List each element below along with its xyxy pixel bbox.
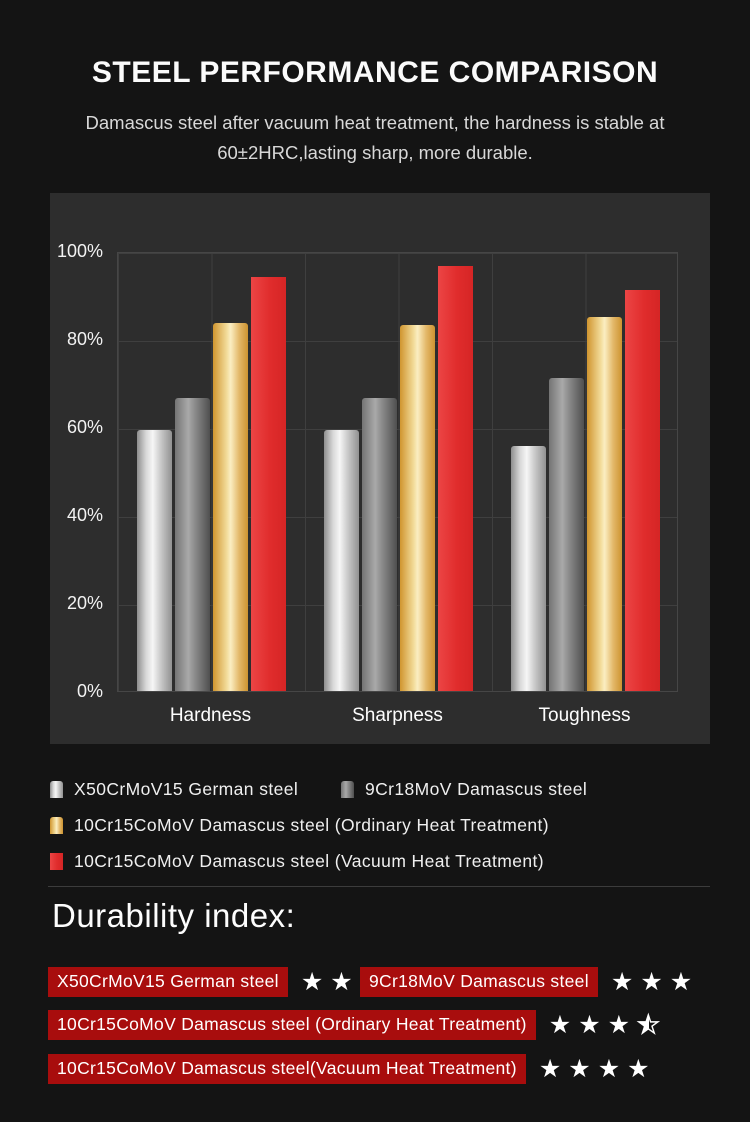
legend-row-3: 10Cr15CoMoV Damascus steel (Vacuum Heat …	[50, 843, 722, 879]
star-full-icon: ★	[548, 1010, 572, 1039]
x-tick-label-toughness: Toughness	[538, 705, 631, 726]
durability-row-2: 10Cr15CoMoV Damascus steel (Ordinary Hea…	[48, 1010, 728, 1040]
bar-hardness-gold	[213, 323, 248, 691]
star-half-icon	[637, 1011, 659, 1039]
y-tick-label: 40%	[66, 505, 103, 525]
star-rating: ★ ★ ★ ★	[539, 1055, 657, 1083]
bar-group-sharpness	[305, 253, 492, 691]
y-tick-label: 80%	[66, 329, 103, 349]
star-full-icon: ★	[330, 967, 353, 996]
durability-row-1: X50CrMoV15 German steel ★ ★ 9Cr18MoV Dama…	[48, 967, 728, 997]
chart-legend: X50CrMoV15 German steel 9Cr18MoV Damascu…	[50, 771, 722, 879]
legend-label: 10Cr15CoMoV Damascus steel (Ordinary Hea…	[74, 814, 549, 835]
star-full-icon: ★	[627, 1054, 650, 1083]
legend-item-german-steel: X50CrMoV15 German steel	[50, 779, 341, 800]
legend-label: 9Cr18MoV Damascus steel	[365, 778, 588, 799]
red-swatch-icon	[50, 852, 63, 870]
star-full-icon: ★	[597, 1054, 621, 1083]
page-title: STEEL PERFORMANCE COMPARISON	[91, 56, 659, 89]
x-tick-label-hardness: Hardness	[169, 705, 252, 726]
bar-group-toughness	[492, 253, 679, 691]
bar-sharpness-red	[438, 266, 473, 691]
gray-swatch-icon	[341, 780, 354, 798]
legend-label: 10Cr15CoMoV Damascus steel (Vacuum Heat …	[74, 850, 544, 871]
star-full-icon: ★	[669, 967, 693, 996]
bar-sharpness-gray	[362, 397, 397, 691]
subtitle-line-1: Damascus steel after vacuum heat treatme…	[85, 112, 665, 133]
y-tick-label: 20%	[66, 593, 103, 613]
durability-label: 10Cr15CoMoV Damascus steel (Ordinary Hea…	[48, 1010, 536, 1040]
y-tick-label: 100%	[56, 241, 103, 261]
bar-chart-panel: 100% 80% 60% 40% 20% 0% Hardness Sharpness Toug…	[50, 193, 710, 744]
silver-swatch-icon	[50, 780, 63, 798]
section-divider	[48, 886, 710, 887]
star-rating: ★ ★	[301, 968, 360, 996]
star-full-icon: ★	[568, 1054, 591, 1083]
durability-item-german-steel: X50CrMoV15 German steel ★ ★	[48, 967, 360, 997]
page-subtitle: Damascus steel after vacuum heat treatme…	[0, 108, 750, 168]
bar-toughness-silver	[511, 445, 546, 691]
x-axis-labels: Hardness Sharpness Toughness	[117, 705, 678, 727]
bar-group-hardness	[118, 253, 305, 691]
durability-label: X50CrMoV15 German steel	[48, 967, 288, 997]
bar-sharpness-gold	[400, 325, 435, 691]
star-rating: ★ ★ ★	[611, 968, 699, 996]
plot-area	[117, 252, 678, 692]
durability-item-ordinary-heat: 10Cr15CoMoV Damascus steel (Ordinary Hea…	[48, 1010, 666, 1040]
star-full-icon: ★	[610, 967, 634, 996]
star-full-icon: ★	[640, 967, 663, 996]
legend-label: X50CrMoV15 German steel	[74, 778, 299, 799]
star-full-icon: ★	[300, 967, 324, 996]
legend-row-2: 10Cr15CoMoV Damascus steel (Ordinary Hea…	[50, 807, 722, 843]
durability-label: 9Cr18MoV Damascus steel	[360, 967, 598, 997]
bar-hardness-red	[251, 277, 286, 691]
y-tick-label: 60%	[66, 417, 103, 437]
bar-toughness-gold	[587, 316, 622, 691]
star-full-icon: ★	[607, 1010, 631, 1039]
legend-item-vacuum-heat: 10Cr15CoMoV Damascus steel (Vacuum Heat …	[50, 851, 544, 872]
y-axis-labels: 100% 80% 60% 40% 20% 0%	[50, 241, 107, 701]
x-tick-label-sharpness: Sharpness	[352, 705, 443, 726]
bar-sharpness-silver	[324, 430, 359, 691]
star-full-icon: ★	[538, 1054, 562, 1083]
bar-hardness-silver	[137, 430, 172, 691]
legend-row-1: X50CrMoV15 German steel 9Cr18MoV Damascu…	[50, 771, 722, 807]
durability-item-vacuum-heat: 10Cr15CoMoV Damascus steel(Vacuum Heat T…	[48, 1054, 657, 1084]
durability-heading: Durability index:	[52, 897, 296, 934]
durability-row-3: 10Cr15CoMoV Damascus steel(Vacuum Heat T…	[48, 1054, 728, 1084]
bar-hardness-gray	[175, 397, 210, 691]
bar-toughness-gray	[549, 377, 584, 691]
bar-toughness-red	[625, 290, 660, 691]
durability-label: 10Cr15CoMoV Damascus steel(Vacuum Heat T…	[48, 1054, 526, 1084]
durability-item-9cr18mov: 9Cr18MoV Damascus steel ★ ★ ★	[360, 967, 699, 997]
subtitle-line-2: 60±2HRC,lasting sharp, more durable.	[217, 142, 533, 163]
star-rating: ★ ★ ★	[548, 1010, 667, 1040]
legend-item-9cr18mov: 9Cr18MoV Damascus steel	[341, 779, 587, 800]
y-tick-label: 0%	[76, 681, 103, 701]
legend-item-ordinary-heat: 10Cr15CoMoV Damascus steel (Ordinary Hea…	[50, 815, 549, 836]
star-full-icon: ★	[578, 1010, 601, 1039]
gold-swatch-icon	[50, 816, 63, 834]
